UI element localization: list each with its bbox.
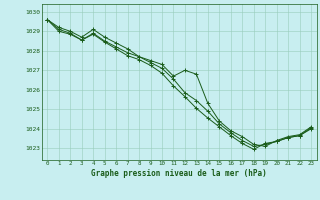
X-axis label: Graphe pression niveau de la mer (hPa): Graphe pression niveau de la mer (hPa) (91, 169, 267, 178)
